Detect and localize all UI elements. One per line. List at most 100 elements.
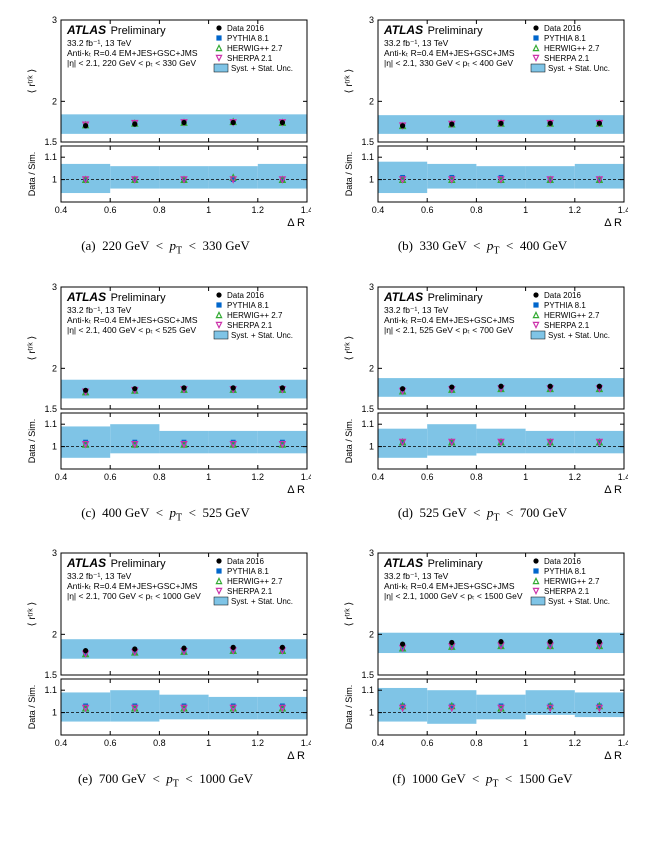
panel-caption: (f) 1000 GeV < pT < 1500 GeV — [392, 771, 572, 790]
svg-text:Anti-kₜ R=0.4 EM+JES+GSC+JMS: Anti-kₜ R=0.4 EM+JES+GSC+JMS — [384, 315, 515, 325]
svg-text:0.8: 0.8 — [470, 205, 483, 215]
svg-text:1.2: 1.2 — [251, 738, 264, 748]
panel-caption: (a) 220 GeV < pT < 330 GeV — [81, 238, 250, 257]
svg-text:SHERPA 2.1: SHERPA 2.1 — [227, 321, 273, 330]
svg-text:0.6: 0.6 — [103, 472, 116, 482]
panel-d: 1.523⟨ rᵗʳᵏ ⟩ATLAS Preliminary33.2 fb⁻¹,… — [331, 281, 634, 542]
svg-text:⟨ rᵗʳᵏ ⟩: ⟨ rᵗʳᵏ ⟩ — [27, 602, 38, 627]
svg-text:1.4: 1.4 — [617, 205, 627, 215]
svg-text:1.1: 1.1 — [44, 685, 57, 695]
svg-text:Syst. + Stat. Unc.: Syst. + Stat. Unc. — [548, 597, 610, 606]
svg-text:33.2 fb⁻¹, 13 TeV: 33.2 fb⁻¹, 13 TeV — [67, 571, 132, 581]
svg-text:Data 2016: Data 2016 — [544, 557, 581, 566]
svg-text:HERWIG++ 2.7: HERWIG++ 2.7 — [227, 44, 283, 53]
svg-text:|η| < 2.1, 330 GeV < pₜ < 400: |η| < 2.1, 330 GeV < pₜ < 400 GeV — [384, 58, 513, 68]
svg-text:Data / Sim.: Data / Sim. — [27, 152, 37, 197]
svg-text:2: 2 — [51, 630, 56, 640]
svg-text:0.8: 0.8 — [470, 472, 483, 482]
svg-text:PYTHIA 8.1: PYTHIA 8.1 — [227, 567, 269, 576]
svg-text:3: 3 — [368, 282, 373, 292]
svg-text:Anti-kₜ R=0.4 EM+JES+GSC+JMS: Anti-kₜ R=0.4 EM+JES+GSC+JMS — [67, 315, 198, 325]
svg-text:1.4: 1.4 — [300, 472, 310, 482]
figure-page: 1.523⟨ rᵗʳᵏ ⟩ATLAS Preliminary33.2 fb⁻¹,… — [0, 0, 648, 828]
svg-text:0.6: 0.6 — [420, 205, 433, 215]
svg-text:Data / Sim.: Data / Sim. — [344, 418, 354, 463]
svg-text:0.4: 0.4 — [371, 472, 384, 482]
svg-text:Δ R: Δ R — [287, 217, 305, 229]
svg-text:PYTHIA 8.1: PYTHIA 8.1 — [544, 301, 586, 310]
svg-text:0.8: 0.8 — [153, 738, 166, 748]
svg-text:Data 2016: Data 2016 — [227, 291, 264, 300]
svg-text:SHERPA 2.1: SHERPA 2.1 — [227, 587, 273, 596]
svg-text:Anti-kₜ R=0.4 EM+JES+GSC+JMS: Anti-kₜ R=0.4 EM+JES+GSC+JMS — [384, 581, 515, 591]
svg-text:Anti-kₜ R=0.4 EM+JES+GSC+JMS: Anti-kₜ R=0.4 EM+JES+GSC+JMS — [67, 581, 198, 591]
svg-text:SHERPA 2.1: SHERPA 2.1 — [544, 54, 590, 63]
svg-text:33.2 fb⁻¹, 13 TeV: 33.2 fb⁻¹, 13 TeV — [67, 305, 132, 315]
svg-text:1: 1 — [368, 175, 373, 185]
svg-text:0.6: 0.6 — [420, 738, 433, 748]
svg-text:SHERPA 2.1: SHERPA 2.1 — [227, 54, 273, 63]
panel-b: 1.523⟨ rᵗʳᵏ ⟩ATLAS Preliminary33.2 fb⁻¹,… — [331, 14, 634, 275]
svg-text:33.2 fb⁻¹, 13 TeV: 33.2 fb⁻¹, 13 TeV — [384, 571, 449, 581]
svg-text:3: 3 — [51, 282, 56, 292]
svg-text:1: 1 — [523, 205, 528, 215]
svg-text:1.1: 1.1 — [361, 685, 374, 695]
svg-text:Syst. + Stat. Unc.: Syst. + Stat. Unc. — [231, 64, 293, 73]
svg-text:1: 1 — [368, 441, 373, 451]
svg-text:Δ R: Δ R — [604, 484, 622, 496]
svg-text:HERWIG++ 2.7: HERWIG++ 2.7 — [544, 44, 600, 53]
svg-text:ATLAS Preliminary: ATLAS Preliminary — [66, 21, 166, 38]
svg-text:0.8: 0.8 — [153, 472, 166, 482]
svg-text:|η| < 2.1, 1000 GeV < pₜ < 150: |η| < 2.1, 1000 GeV < pₜ < 1500 GeV — [384, 591, 523, 601]
svg-text:Data 2016: Data 2016 — [544, 24, 581, 33]
svg-text:Data 2016: Data 2016 — [227, 24, 264, 33]
svg-text:0.6: 0.6 — [103, 738, 116, 748]
svg-text:1.1: 1.1 — [361, 152, 374, 162]
svg-text:Data 2016: Data 2016 — [227, 557, 264, 566]
svg-text:Syst. + Stat. Unc.: Syst. + Stat. Unc. — [231, 597, 293, 606]
svg-text:3: 3 — [368, 548, 373, 558]
svg-text:Δ R: Δ R — [287, 484, 305, 496]
chart-panel: 1.523⟨ rᵗʳᵏ ⟩ATLAS Preliminary33.2 fb⁻¹,… — [338, 547, 628, 765]
svg-text:Data / Sim.: Data / Sim. — [27, 418, 37, 463]
svg-text:0.4: 0.4 — [371, 205, 384, 215]
svg-text:1.4: 1.4 — [617, 472, 627, 482]
svg-text:PYTHIA 8.1: PYTHIA 8.1 — [227, 301, 269, 310]
svg-text:Anti-kₜ R=0.4 EM+JES+GSC+JMS: Anti-kₜ R=0.4 EM+JES+GSC+JMS — [67, 48, 198, 58]
svg-text:1.2: 1.2 — [568, 205, 581, 215]
panel-grid: 1.523⟨ rᵗʳᵏ ⟩ATLAS Preliminary33.2 fb⁻¹,… — [0, 14, 648, 808]
svg-text:1.4: 1.4 — [617, 738, 627, 748]
svg-text:|η| < 2.1, 700 GeV < pₜ < 1000: |η| < 2.1, 700 GeV < pₜ < 1000 GeV — [67, 591, 201, 601]
svg-text:2: 2 — [368, 363, 373, 373]
svg-text:1.5: 1.5 — [44, 404, 57, 414]
svg-text:2: 2 — [368, 96, 373, 106]
svg-text:1.2: 1.2 — [568, 472, 581, 482]
svg-text:0.6: 0.6 — [420, 472, 433, 482]
svg-text:HERWIG++ 2.7: HERWIG++ 2.7 — [544, 577, 600, 586]
svg-text:0.4: 0.4 — [54, 205, 67, 215]
svg-text:ATLAS Preliminary: ATLAS Preliminary — [383, 554, 483, 571]
svg-text:ATLAS Preliminary: ATLAS Preliminary — [383, 288, 483, 305]
svg-text:33.2 fb⁻¹, 13 TeV: 33.2 fb⁻¹, 13 TeV — [384, 305, 449, 315]
svg-text:1: 1 — [368, 708, 373, 718]
svg-text:1.2: 1.2 — [568, 738, 581, 748]
panel-caption: (c) 400 GeV < pT < 525 GeV — [81, 505, 250, 524]
svg-text:Anti-kₜ R=0.4 EM+JES+GSC+JMS: Anti-kₜ R=0.4 EM+JES+GSC+JMS — [384, 48, 515, 58]
svg-text:HERWIG++ 2.7: HERWIG++ 2.7 — [227, 311, 283, 320]
svg-text:3: 3 — [51, 15, 56, 25]
svg-text:1.2: 1.2 — [251, 472, 264, 482]
chart-panel: 1.523⟨ rᵗʳᵏ ⟩ATLAS Preliminary33.2 fb⁻¹,… — [21, 547, 311, 765]
svg-text:⟨ rᵗʳᵏ ⟩: ⟨ rᵗʳᵏ ⟩ — [344, 335, 355, 360]
svg-text:1.5: 1.5 — [44, 670, 57, 680]
svg-text:Data 2016: Data 2016 — [544, 291, 581, 300]
svg-text:Data / Sim.: Data / Sim. — [27, 685, 37, 730]
svg-text:Syst. + Stat. Unc.: Syst. + Stat. Unc. — [548, 331, 610, 340]
svg-text:ATLAS Preliminary: ATLAS Preliminary — [66, 288, 166, 305]
svg-text:⟨ rᵗʳᵏ ⟩: ⟨ rᵗʳᵏ ⟩ — [27, 335, 38, 360]
svg-text:HERWIG++ 2.7: HERWIG++ 2.7 — [544, 311, 600, 320]
svg-text:33.2 fb⁻¹, 13 TeV: 33.2 fb⁻¹, 13 TeV — [67, 38, 132, 48]
svg-text:0.6: 0.6 — [103, 205, 116, 215]
svg-text:33.2 fb⁻¹, 13 TeV: 33.2 fb⁻¹, 13 TeV — [384, 38, 449, 48]
svg-text:2: 2 — [51, 363, 56, 373]
svg-text:SHERPA 2.1: SHERPA 2.1 — [544, 321, 590, 330]
